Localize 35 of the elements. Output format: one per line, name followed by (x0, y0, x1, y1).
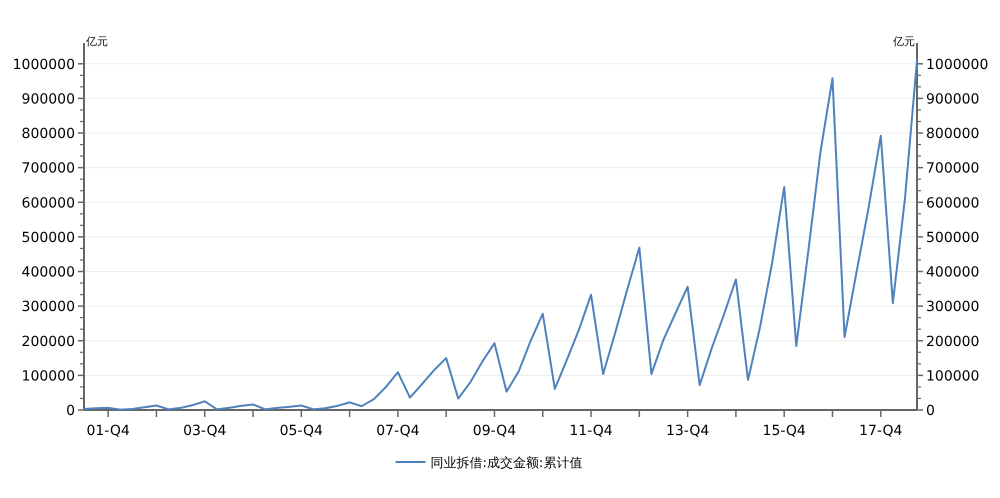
x-tick-label: 05-Q4 (280, 423, 324, 439)
y-tick-label: 300000 (22, 299, 75, 316)
y2-tick-label: 800000 (926, 126, 980, 142)
y2-tick-label: 0 (926, 403, 935, 419)
y-tick-label: 800000 (22, 126, 75, 142)
x-tick-label: 13-Q4 (666, 423, 710, 439)
x-tick-label: 03-Q4 (183, 423, 226, 439)
y2-tick-label: 200000 (926, 334, 980, 350)
y-tick-label: 0 (66, 403, 75, 419)
x-tick-label: 15-Q4 (762, 423, 806, 439)
x-tick-label: 01-Q4 (86, 423, 130, 439)
y2-tick-label: 300000 (926, 299, 980, 316)
x-tick-label: 07-Q4 (376, 423, 420, 439)
x-tick-label: 09-Q4 (472, 423, 516, 439)
y2-tick-label: 100000 (926, 368, 980, 384)
x-tick-label: 11-Q4 (569, 423, 613, 439)
legend-label: 同业拆借:成交金额:累计值 (430, 455, 582, 471)
y-tick-label: 100000 (22, 368, 75, 384)
x-tick-label: 17-Q4 (859, 423, 903, 439)
y-axis-title: 亿元 (85, 35, 108, 48)
y2-tick-label: 700000 (926, 160, 980, 177)
y-tick-label: 900000 (22, 91, 75, 108)
y2-tick-label: 1000000 (926, 56, 988, 73)
y2-tick-label: 500000 (926, 230, 980, 246)
y2-tick-label: 600000 (926, 195, 980, 212)
y-tick-label: 400000 (22, 264, 75, 281)
y-tick-label: 700000 (22, 160, 75, 177)
y-tick-label: 600000 (22, 195, 75, 212)
y2-tick-label: 900000 (926, 91, 980, 108)
y-tick-label: 200000 (22, 334, 75, 350)
y-tick-label: 500000 (22, 230, 75, 246)
legend: 同业拆借:成交金额:累计值 (396, 456, 582, 471)
y2-axis-title: 亿元 (892, 35, 915, 48)
y2-tick-label: 400000 (926, 264, 980, 281)
y-tick-label: 1000000 (12, 56, 75, 73)
